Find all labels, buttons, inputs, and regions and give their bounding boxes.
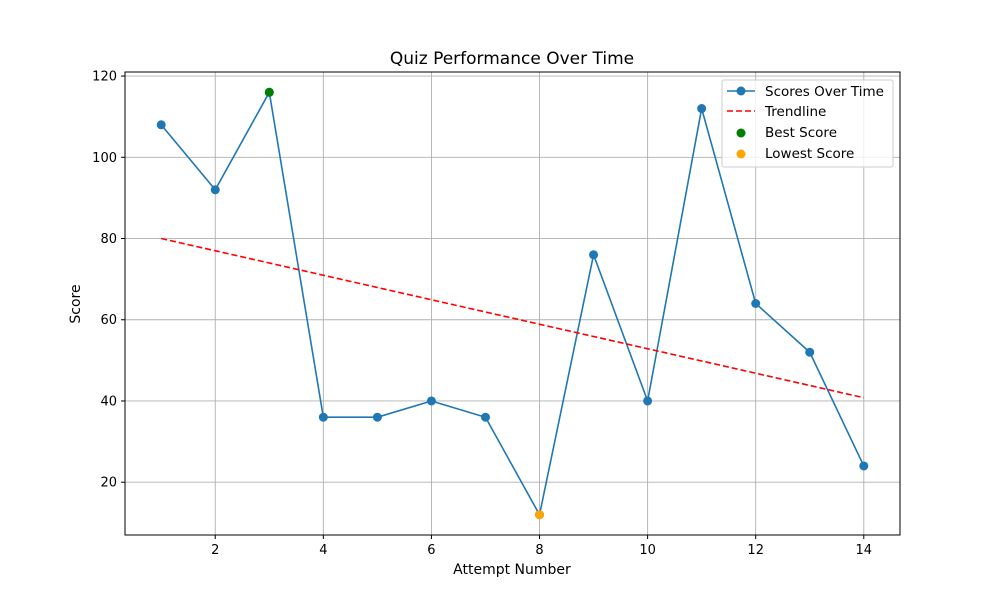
legend-label: Best Score — [765, 125, 837, 141]
trendline — [161, 237, 864, 399]
legend-box — [721, 79, 894, 168]
y-tick-label: 80 — [100, 232, 117, 247]
legend-marker-swatch — [736, 86, 746, 96]
x-tick-label: 14 — [856, 543, 873, 558]
axis-ticks: 2 4 6 8 10 12 14 20 40 60 80 100 120 — [92, 70, 872, 558]
y-tick-label: 120 — [92, 70, 117, 85]
score-point — [859, 461, 869, 471]
legend-marker-swatch — [736, 149, 746, 159]
legend-label: Trendline — [764, 104, 826, 120]
score-point — [751, 299, 761, 308]
x-tick-label: 8 — [535, 543, 543, 558]
legend-item-best-score: Best Score — [736, 125, 837, 141]
score-point — [210, 185, 220, 195]
y-tick-label: 60 — [100, 313, 117, 328]
legend-marker-swatch — [736, 128, 746, 138]
legend-item-lowest-score: Lowest Score — [736, 146, 854, 162]
chart-title: Quiz Performance Over Time — [390, 49, 634, 69]
x-tick-label: 12 — [747, 543, 764, 558]
score-point — [318, 412, 328, 422]
legend-label: Scores Over Time — [765, 84, 884, 100]
score-point — [156, 120, 166, 130]
y-tick-label: 20 — [100, 476, 117, 491]
score-point — [372, 412, 382, 422]
legend: Scores Over Time Trendline Best Score Lo… — [721, 79, 894, 168]
best-score-point — [264, 87, 274, 97]
plot-frame — [124, 71, 901, 536]
score-point — [643, 396, 653, 406]
plot-series — [156, 87, 869, 520]
y-tick-label: 40 — [100, 394, 117, 409]
score-point — [480, 412, 490, 422]
score-point — [805, 347, 815, 357]
x-tick-label: 10 — [639, 543, 656, 558]
y-tick-label: 100 — [92, 151, 117, 166]
x-tick-label: 6 — [427, 543, 435, 558]
score-point — [426, 396, 436, 406]
legend-label: Lowest Score — [765, 146, 854, 162]
x-axis-label: Attempt Number — [453, 562, 571, 578]
scores-line — [160, 91, 865, 516]
y-axis-label: Score — [68, 284, 84, 323]
x-tick-label: 2 — [211, 543, 219, 558]
legend-item-scores-over-time: Scores Over Time — [727, 84, 884, 100]
lowest-score-point — [535, 510, 545, 520]
score-point — [589, 250, 599, 260]
legend-item-trendline: Trendline — [727, 104, 826, 120]
score-point — [697, 104, 707, 114]
x-tick-label: 4 — [319, 543, 327, 558]
